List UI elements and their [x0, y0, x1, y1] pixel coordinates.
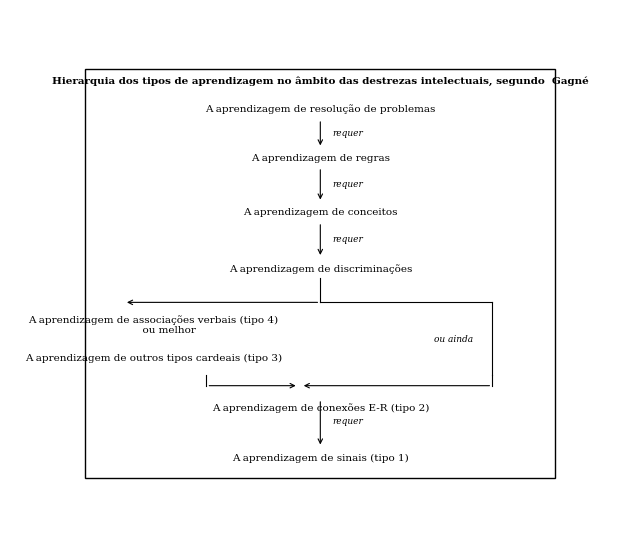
Text: A aprendizagem de associações verbais (tipo 4)
          ou melhor: A aprendizagem de associações verbais (t…: [28, 315, 278, 335]
Text: A aprendizagem de discriminações: A aprendizagem de discriminações: [229, 264, 412, 274]
Text: Hierarquia dos tipos de aprendizagem no âmbito das destrezas intelectuais, segun: Hierarquia dos tipos de aprendizagem no …: [52, 77, 589, 87]
Text: requer: requer: [332, 180, 363, 189]
Text: requer: requer: [332, 418, 363, 426]
Text: A aprendizagem de outros tipos cardeais (tipo 3): A aprendizagem de outros tipos cardeais …: [24, 354, 282, 363]
Text: A aprendizagem de sinais (tipo 1): A aprendizagem de sinais (tipo 1): [232, 454, 409, 463]
Text: ou ainda: ou ainda: [434, 335, 473, 345]
Text: A aprendizagem de resolução de problemas: A aprendizagem de resolução de problemas: [205, 104, 436, 114]
Text: A aprendizagem de regras: A aprendizagem de regras: [251, 154, 390, 163]
FancyBboxPatch shape: [86, 69, 555, 478]
Text: A aprendizagem de conexões E-R (tipo 2): A aprendizagem de conexões E-R (tipo 2): [212, 404, 429, 413]
Text: requer: requer: [332, 129, 363, 138]
Text: requer: requer: [332, 235, 363, 244]
Text: A aprendizagem de conceitos: A aprendizagem de conceitos: [243, 208, 398, 217]
